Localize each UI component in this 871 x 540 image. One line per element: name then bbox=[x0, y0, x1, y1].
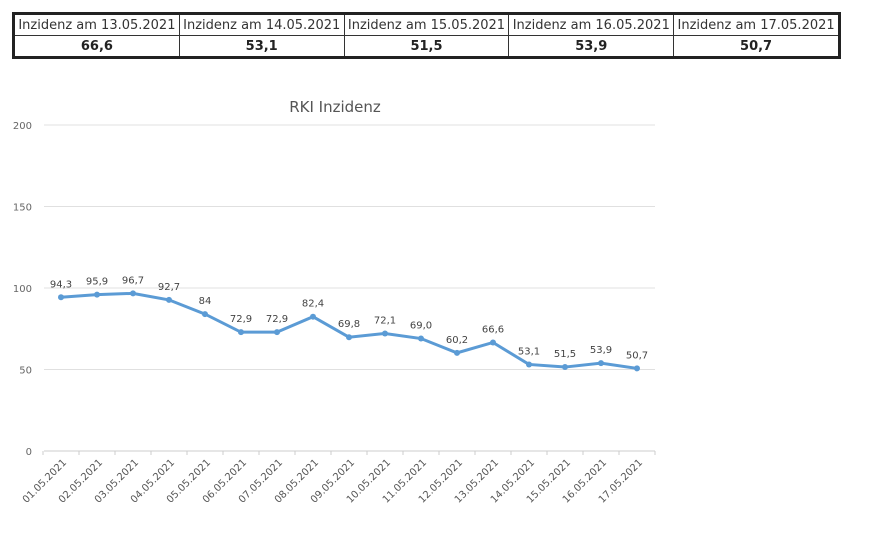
data-label: 69,8 bbox=[338, 319, 360, 330]
table-value-cell: 51,5 bbox=[343, 35, 510, 58]
data-point bbox=[238, 329, 244, 336]
data-label: 66,6 bbox=[482, 324, 504, 335]
data-label: 94,3 bbox=[50, 279, 72, 290]
data-label: 72,9 bbox=[266, 314, 288, 325]
data-point bbox=[166, 296, 172, 303]
series-line bbox=[60, 291, 638, 370]
data-point bbox=[202, 311, 208, 318]
data-label: 82,4 bbox=[302, 299, 324, 310]
data-label: 84 bbox=[199, 296, 212, 307]
data-label: 53,9 bbox=[590, 345, 612, 356]
data-point bbox=[634, 365, 640, 372]
data-label: 60,2 bbox=[446, 335, 468, 346]
data-label: 50,7 bbox=[626, 350, 648, 361]
data-label: 69,0 bbox=[410, 321, 432, 332]
data-point bbox=[454, 349, 460, 356]
y-tick-label: 50 bbox=[19, 366, 32, 377]
data-point bbox=[310, 313, 316, 320]
data-point bbox=[418, 335, 424, 342]
data-label: 72,1 bbox=[374, 315, 396, 326]
data-label: 96,7 bbox=[122, 275, 144, 286]
table-value-cell: 53,9 bbox=[508, 35, 675, 58]
table-value-cell: 50,7 bbox=[673, 35, 840, 58]
y-tick-label: 100 bbox=[13, 284, 32, 295]
data-label: 95,9 bbox=[86, 277, 108, 288]
table-header-cell: Inzidenz am 14.05.2021 bbox=[178, 13, 345, 36]
table-value-cell: 66,6 bbox=[13, 35, 180, 58]
data-point bbox=[598, 360, 604, 367]
data-point bbox=[382, 330, 388, 337]
incidence-table: Inzidenz am 13.05.2021 Inzidenz am 14.05.… bbox=[12, 12, 841, 59]
y-tick-label: 150 bbox=[13, 203, 32, 214]
data-label: 92,7 bbox=[158, 282, 180, 293]
data-label: 72,9 bbox=[230, 314, 252, 325]
y-tick-label: 0 bbox=[26, 447, 32, 458]
data-point bbox=[58, 294, 64, 301]
table-value-cell: 53,1 bbox=[178, 35, 345, 58]
y-tick-label: 200 bbox=[13, 121, 32, 132]
data-point bbox=[526, 361, 532, 368]
data-point bbox=[562, 364, 568, 371]
chart-title: RKI Inzidenz bbox=[289, 98, 381, 116]
data-label: 51,5 bbox=[554, 349, 576, 360]
data-point bbox=[94, 291, 100, 298]
data-label: 53,1 bbox=[518, 346, 540, 357]
data-point bbox=[130, 290, 136, 297]
data-point bbox=[490, 339, 496, 346]
table-header-cell: Inzidenz am 17.05.2021 bbox=[673, 13, 840, 36]
data-point bbox=[346, 334, 352, 341]
data-point bbox=[274, 329, 280, 336]
